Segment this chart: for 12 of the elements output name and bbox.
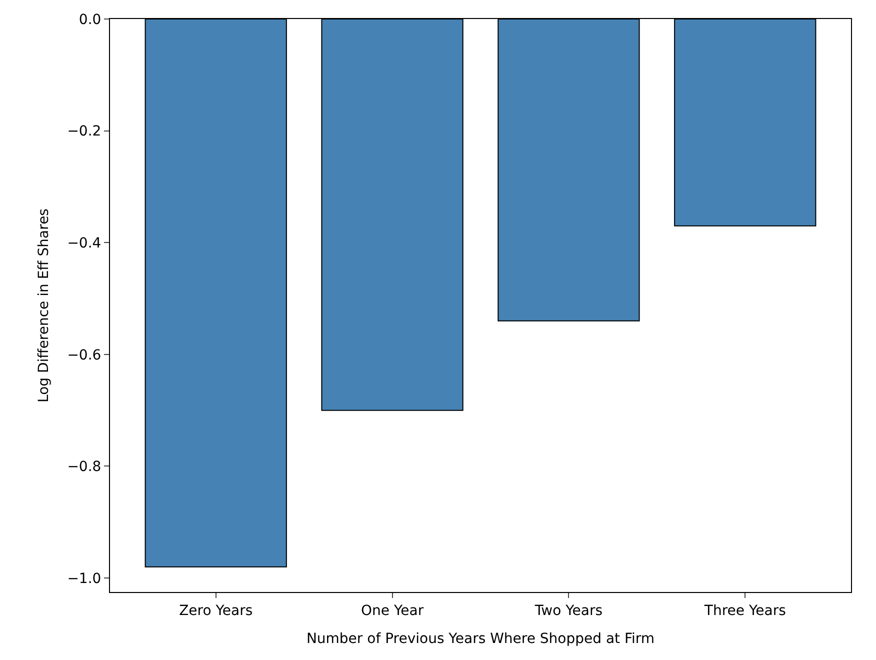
x-tick-label: Two Years — [534, 602, 603, 619]
x-tick-label: Zero Years — [179, 602, 253, 619]
y-tick-label: 0.0 — [78, 12, 102, 28]
y-tick-label: −0.8 — [67, 459, 102, 476]
y-tick-label: −0.6 — [67, 347, 102, 364]
y-axis-title: Log Difference in Eff Shares — [36, 208, 52, 402]
y-tick-label: −0.2 — [67, 124, 102, 140]
y-tick-label: −1.0 — [67, 570, 102, 587]
x-axis-title: Number of Previous Years Where Shopped at Firm — [306, 631, 655, 648]
x-tick-label: One Year — [360, 602, 424, 619]
x-tick-label: Three Years — [703, 602, 786, 619]
y-tick-label: −0.4 — [67, 236, 102, 252]
